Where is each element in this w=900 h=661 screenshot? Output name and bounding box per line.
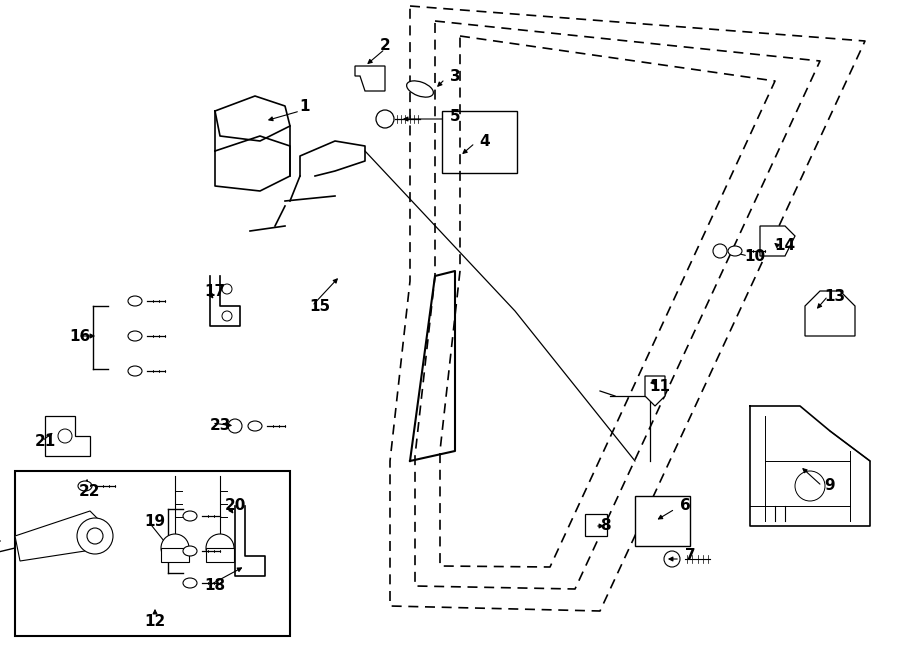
Text: 7: 7 <box>685 549 696 563</box>
Text: 20: 20 <box>224 498 246 514</box>
Text: 15: 15 <box>310 299 330 313</box>
Polygon shape <box>355 66 385 91</box>
Bar <box>442 111 517 173</box>
Text: 12: 12 <box>144 613 166 629</box>
Ellipse shape <box>407 81 434 97</box>
Bar <box>15 471 290 636</box>
Bar <box>585 514 607 536</box>
Ellipse shape <box>128 366 142 376</box>
Circle shape <box>77 518 113 554</box>
Ellipse shape <box>228 419 242 433</box>
Ellipse shape <box>128 296 142 306</box>
Circle shape <box>222 311 232 321</box>
Ellipse shape <box>128 331 142 341</box>
Ellipse shape <box>248 421 262 431</box>
Ellipse shape <box>183 511 197 521</box>
Circle shape <box>248 526 258 536</box>
Ellipse shape <box>183 578 197 588</box>
Circle shape <box>376 110 394 128</box>
Ellipse shape <box>713 244 727 258</box>
Text: 19: 19 <box>144 514 166 529</box>
Text: 13: 13 <box>824 288 846 303</box>
Circle shape <box>161 534 189 562</box>
Bar <box>161 548 189 562</box>
Text: 10: 10 <box>744 249 766 264</box>
Polygon shape <box>45 416 90 456</box>
Circle shape <box>87 528 103 544</box>
Circle shape <box>817 313 833 329</box>
Text: 23: 23 <box>210 418 230 434</box>
Polygon shape <box>645 376 665 406</box>
Text: 5: 5 <box>450 108 460 124</box>
Circle shape <box>206 534 234 562</box>
Text: 8: 8 <box>599 518 610 533</box>
Text: 22: 22 <box>79 483 101 498</box>
Polygon shape <box>15 511 100 561</box>
Bar <box>635 496 690 546</box>
Polygon shape <box>760 226 795 256</box>
Text: 2: 2 <box>380 38 391 54</box>
Text: 6: 6 <box>680 498 690 514</box>
Text: 11: 11 <box>650 379 670 393</box>
Polygon shape <box>805 291 855 336</box>
Ellipse shape <box>78 481 92 491</box>
Ellipse shape <box>183 546 197 556</box>
Text: 16: 16 <box>69 329 91 344</box>
Circle shape <box>795 471 825 501</box>
Text: 4: 4 <box>480 134 491 149</box>
Circle shape <box>248 563 258 573</box>
Text: 3: 3 <box>450 69 460 83</box>
Circle shape <box>222 284 232 294</box>
Text: 21: 21 <box>34 434 56 449</box>
Text: 9: 9 <box>824 479 835 494</box>
Bar <box>206 548 234 562</box>
Circle shape <box>58 429 72 443</box>
Circle shape <box>664 551 680 567</box>
Text: 17: 17 <box>204 284 226 299</box>
Ellipse shape <box>728 246 742 256</box>
Text: 14: 14 <box>774 239 796 254</box>
Text: 18: 18 <box>204 578 226 594</box>
Text: 1: 1 <box>300 98 310 114</box>
